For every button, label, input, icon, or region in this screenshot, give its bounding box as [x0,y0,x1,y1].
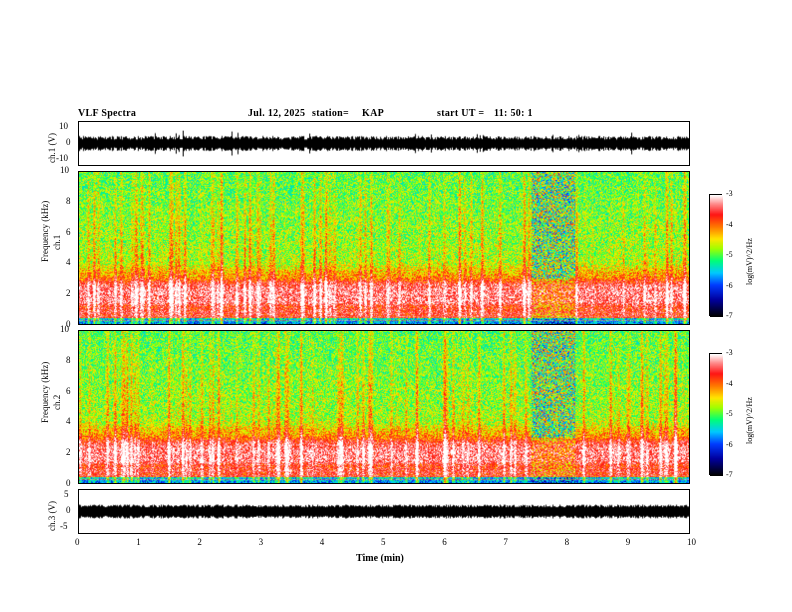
x-tick-10: 10 [687,537,696,547]
ch2-spectrogram-ylabel-ch: ch.2 [52,394,62,410]
figure-title: VLF Spectra [78,108,137,119]
ch2-spectrogram-image [79,331,689,483]
ch2-ytick-0: 0 [66,478,71,488]
x-tick-3: 3 [258,537,264,547]
ch2-ytick-10: 10 [60,324,69,334]
ch2-spectrogram-panel [78,330,690,484]
ch1-waveform-trace [79,122,689,165]
ch1-ytick-8: 8 [66,195,71,206]
ch3-waveform-ylabel: ch.3 (V) [47,501,57,531]
ch1-spectrogram-ylabel-freq: Frequency (kHz) [40,200,50,262]
ch1-spectrogram-image [79,172,689,324]
ch3-wave-ytick-5: 5 [64,489,69,499]
colorbar-tick-m7: -7 [726,311,733,320]
ch1-colorbar-label: log(mV)^2/Hz [745,238,754,285]
figure-date: Jul. 12, 2025 [248,108,306,119]
ch1-waveform-panel [78,121,690,166]
ch2-spectrogram-ylabel-freq: Frequency (kHz) [40,361,50,423]
x-tick-9: 9 [625,537,631,547]
colorbar-tick-m6: -6 [726,280,733,290]
ch1-spectrogram-ylabel-ch: ch.1 [52,234,62,250]
x-axis-label: Time (min) [356,553,404,564]
ch1-colorbar [709,194,723,317]
ch2-ytick-4: 4 [66,416,71,427]
x-tick-4: 4 [319,537,325,547]
ch1-ytick-4: 4 [66,257,71,268]
start-ut-value: 11: 50: 1 [494,108,533,119]
station-label: station= [312,108,349,119]
ch1-wave-ytick-0: 0 [66,137,71,147]
x-tick-5: 5 [381,537,386,547]
colorbar-tick-m3: -3 [726,348,733,357]
ch1-spectrogram-panel [78,171,690,325]
colorbar-tick-m6: -6 [726,439,733,449]
x-tick-0: 0 [75,537,80,547]
ch2-ytick-2: 2 [66,447,71,458]
ch1-ytick-0: 0 [66,319,71,329]
ch3-wave-ytick-m5: -5 [60,521,68,531]
colorbar-tick-m4: -4 [726,219,733,229]
ch1-ytick-2: 2 [66,288,71,299]
colorbar-tick-m7: -7 [726,470,733,479]
ch1-wave-ytick-m10: -10 [56,153,68,163]
x-tick-1: 1 [136,537,141,547]
colorbar-tick-m3: -3 [726,189,733,198]
x-tick-2: 2 [197,537,202,547]
ch1-ytick-10: 10 [60,165,69,175]
start-ut-label: start UT = [437,108,485,119]
ch3-wave-ytick-0: 0 [66,505,71,515]
x-tick-6: 6 [442,537,447,547]
ch3-waveform-trace [79,490,689,533]
ch2-colorbar-label: log(mV)^2/Hz [745,397,754,444]
ch3-waveform-panel [78,489,690,534]
x-tick-7: 7 [503,537,508,547]
ch2-colorbar-gradient [710,354,723,476]
colorbar-tick-m5: -5 [726,250,733,259]
station-value: KAP [362,108,385,119]
ch2-ytick-6: 6 [66,385,71,396]
colorbar-tick-m5: -5 [726,409,733,418]
x-tick-8: 8 [564,537,570,547]
ch1-ytick-6: 6 [66,226,71,237]
ch1-colorbar-gradient [710,195,723,317]
colorbar-tick-m4: -4 [726,378,733,388]
ch2-ytick-8: 8 [66,354,71,365]
ch2-colorbar [709,353,723,476]
ch1-wave-ytick-10: 10 [59,121,68,131]
